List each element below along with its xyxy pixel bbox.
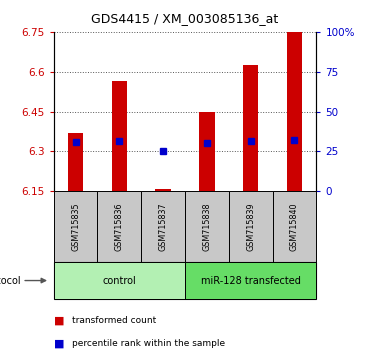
Bar: [68, 133, 83, 191]
Bar: [229, 191, 273, 262]
Bar: [155, 189, 171, 191]
Text: GSM715838: GSM715838: [202, 202, 211, 251]
Bar: [112, 81, 127, 191]
Text: GSM715837: GSM715837: [159, 202, 168, 251]
Text: GSM715836: GSM715836: [115, 202, 124, 251]
Text: GSM715839: GSM715839: [246, 202, 255, 251]
Text: ■: ■: [54, 315, 64, 325]
Text: GSM715835: GSM715835: [71, 202, 80, 251]
Bar: [54, 262, 185, 299]
Bar: [243, 65, 258, 191]
Bar: [199, 112, 215, 191]
Text: transformed count: transformed count: [72, 316, 157, 325]
Text: GSM715840: GSM715840: [290, 202, 299, 251]
Text: protocol: protocol: [0, 275, 20, 286]
Bar: [54, 191, 97, 262]
Text: GDS4415 / XM_003085136_at: GDS4415 / XM_003085136_at: [91, 12, 279, 25]
Text: miR-128 transfected: miR-128 transfected: [201, 275, 300, 286]
Bar: [185, 262, 316, 299]
Bar: [141, 191, 185, 262]
Text: ■: ■: [54, 338, 64, 348]
Text: percentile rank within the sample: percentile rank within the sample: [72, 339, 225, 348]
Text: control: control: [102, 275, 136, 286]
Bar: [273, 191, 316, 262]
Bar: [97, 191, 141, 262]
Bar: [185, 191, 229, 262]
Bar: [287, 32, 302, 191]
